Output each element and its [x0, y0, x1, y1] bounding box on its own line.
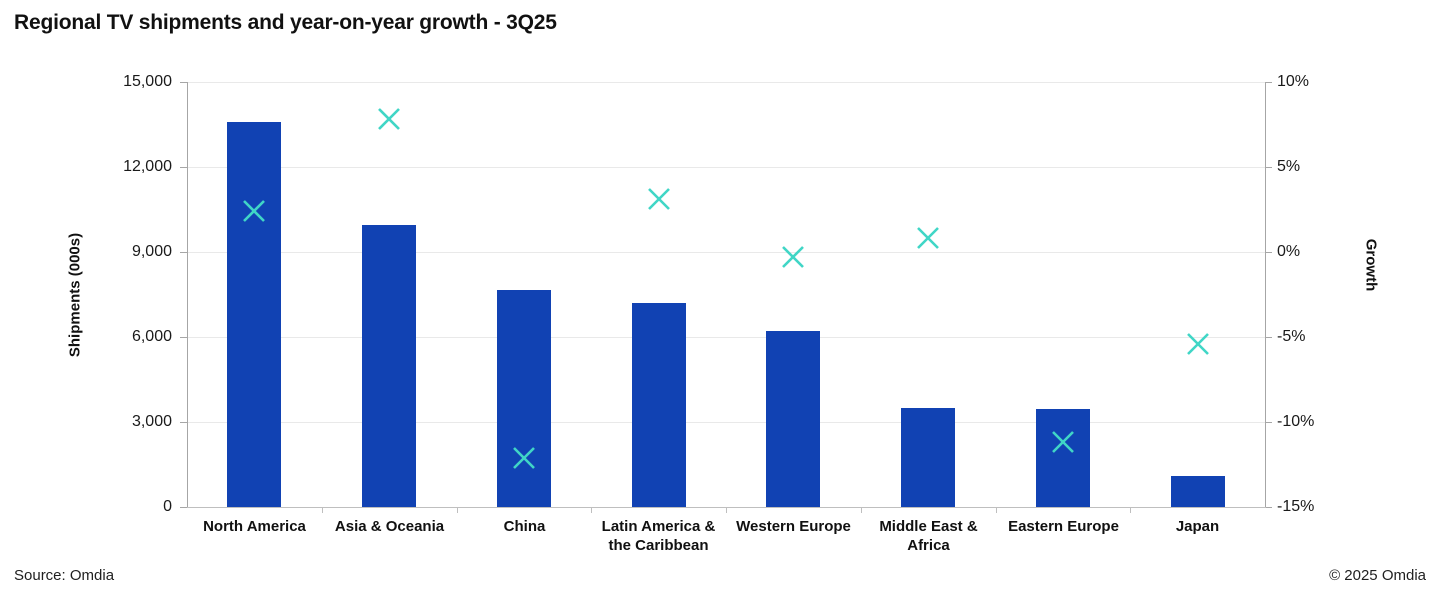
shipments-bar: [1171, 476, 1225, 507]
right-axis-tick: [1265, 252, 1272, 253]
shipments-bar: [227, 122, 281, 507]
bottom-axis-tick: [861, 508, 862, 513]
copyright-note: © 2025 Omdia: [1329, 567, 1426, 584]
bottom-axis-tick: [591, 508, 592, 513]
x-axis-category-label: North America: [203, 518, 306, 535]
gridline: [187, 82, 1265, 83]
bottom-axis-line: [187, 507, 1266, 508]
left-axis-tick: [180, 507, 187, 508]
left-axis-tick-label: 3,000: [131, 413, 172, 430]
bottom-axis-tick: [726, 508, 727, 513]
left-axis-line: [187, 82, 188, 507]
x-axis-category-label: Asia & Oceania: [334, 518, 445, 535]
x-axis-category-label: Latin America & the Caribbean: [601, 518, 716, 554]
growth-x-marker: [511, 445, 537, 476]
shipments-bar: [766, 331, 820, 507]
bottom-axis-tick: [457, 508, 458, 513]
shipments-bar: [632, 303, 686, 507]
right-axis-tick-label: 5%: [1277, 158, 1301, 175]
shipments-bar: [362, 225, 416, 507]
growth-x-marker: [1050, 429, 1076, 460]
growth-x-marker: [646, 186, 672, 217]
left-axis-tick-label: 12,000: [123, 158, 172, 175]
left-axis-tick: [180, 422, 187, 423]
source-note: Source: Omdia: [14, 567, 115, 584]
x-axis-category-label: Japan: [1175, 518, 1220, 535]
right-axis-line: [1265, 82, 1266, 507]
bottom-axis-tick: [996, 508, 997, 513]
x-axis-category-label: China: [503, 518, 546, 535]
bottom-axis-tick: [322, 508, 323, 513]
x-axis-category-label: Western Europe: [736, 518, 851, 535]
left-axis-tick-label: 0: [163, 498, 172, 515]
left-axis-tick: [180, 167, 187, 168]
right-axis-tick-label: 0%: [1277, 243, 1301, 260]
x-axis-category-label: Middle East & Africa: [879, 518, 978, 554]
right-axis-title: Growth: [1362, 238, 1380, 292]
left-axis-tick-label: 9,000: [131, 243, 172, 260]
left-axis-tick: [180, 82, 187, 83]
right-axis-tick-label: 10%: [1277, 73, 1310, 90]
gridline: [187, 422, 1265, 423]
left-axis-tick: [180, 252, 187, 253]
right-axis-tick: [1265, 167, 1272, 168]
shipments-bar: [497, 290, 551, 507]
gridline: [187, 167, 1265, 168]
right-axis-tick: [1265, 507, 1272, 508]
growth-x-marker: [915, 225, 941, 256]
growth-x-marker: [241, 198, 267, 229]
growth-x-marker: [780, 244, 806, 275]
right-axis-tick: [1265, 82, 1272, 83]
right-axis-tick: [1265, 422, 1272, 423]
gridline: [187, 337, 1265, 338]
left-axis-tick: [180, 337, 187, 338]
right-axis-tick-label: -5%: [1277, 328, 1306, 345]
right-axis-tick: [1265, 337, 1272, 338]
right-axis-tick-label: -15%: [1277, 498, 1315, 515]
x-axis-category-label: Eastern Europe: [1008, 518, 1119, 535]
left-axis-title: Shipments (000s): [66, 232, 84, 358]
chart-title: Regional TV shipments and year-on-year g…: [14, 11, 557, 34]
growth-x-marker: [1185, 331, 1211, 362]
right-axis-tick-label: -10%: [1277, 413, 1315, 430]
left-axis-tick-label: 6,000: [131, 328, 172, 345]
gridline: [187, 252, 1265, 253]
shipments-bar: [1036, 409, 1090, 507]
growth-x-marker: [376, 106, 402, 137]
bottom-axis-tick: [1130, 508, 1131, 513]
shipments-bar: [901, 408, 955, 507]
left-axis-tick-label: 15,000: [123, 73, 172, 90]
